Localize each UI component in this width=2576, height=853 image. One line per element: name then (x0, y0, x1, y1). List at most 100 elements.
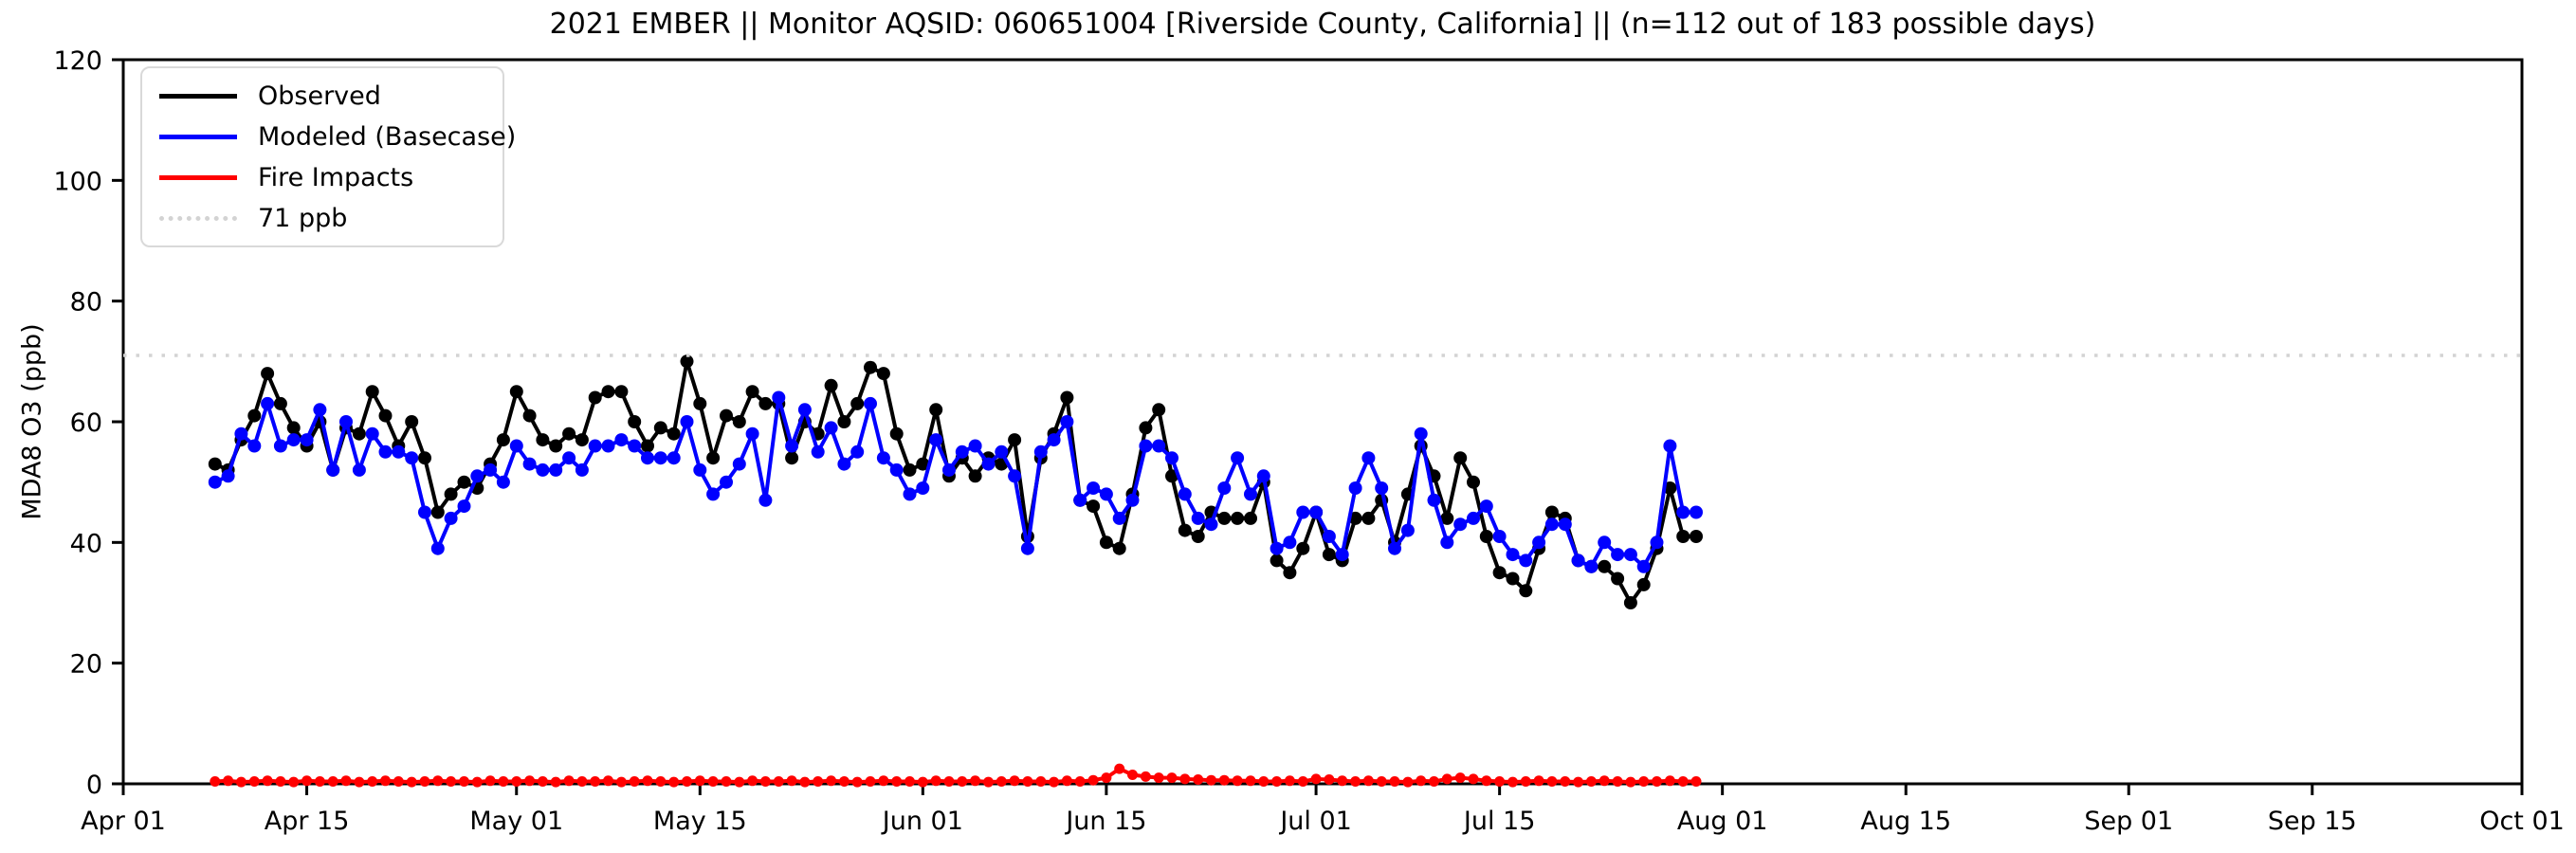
series-modeled-basecase (208, 390, 1703, 573)
data-point-fire-impacts (1546, 776, 1558, 787)
x-tick-label: Jun 01 (881, 807, 963, 836)
data-point-observed (418, 451, 431, 465)
data-point-modeled-basecase (1283, 535, 1297, 550)
data-point-fire-impacts (1271, 776, 1283, 787)
data-point-fire-impacts (668, 776, 680, 788)
legend-swatch-fire-impacts (159, 174, 237, 180)
data-point-fire-impacts (1585, 776, 1597, 787)
data-point-modeled-basecase (1020, 541, 1034, 555)
data-point-fire-impacts (1022, 776, 1033, 787)
data-point-modeled-basecase (745, 426, 759, 441)
data-point-fire-impacts (799, 776, 811, 788)
data-point-modeled-basecase (1047, 433, 1061, 447)
data-point-modeled-basecase (706, 487, 721, 501)
data-point-modeled-basecase (339, 415, 353, 428)
data-point-observed (1060, 390, 1074, 405)
data-point-modeled-basecase (903, 487, 917, 501)
data-point-observed (1139, 421, 1153, 435)
data-point-fire-impacts (314, 776, 325, 787)
data-point-modeled-basecase (772, 390, 786, 405)
data-point-modeled-basecase (1623, 548, 1637, 562)
data-point-fire-impacts (1061, 775, 1072, 787)
data-point-fire-impacts (1324, 774, 1335, 785)
data-point-fire-impacts (248, 776, 260, 787)
y-tick-label: 20 (70, 650, 102, 680)
data-point-modeled-basecase (221, 469, 235, 483)
data-point-modeled-basecase (1453, 517, 1468, 532)
data-point-modeled-basecase (1598, 535, 1612, 550)
data-point-fire-impacts (930, 775, 941, 787)
data-point-modeled-basecase (785, 439, 799, 453)
data-point-modeled-basecase (273, 439, 287, 453)
legend-item-observed: Observed (159, 80, 485, 112)
data-point-observed (1611, 572, 1625, 586)
data-point-modeled-basecase (889, 463, 904, 477)
data-point-modeled-basecase (1244, 487, 1257, 501)
legend-label-observed: Observed (258, 81, 381, 111)
data-point-fire-impacts (1599, 775, 1610, 787)
data-point-fire-impacts (826, 775, 837, 787)
data-point-fire-impacts (1652, 776, 1662, 787)
data-point-modeled-basecase (1008, 469, 1022, 483)
legend-item-modeled-basecase: Modeled (Basecase) (159, 120, 516, 153)
data-point-modeled-basecase (916, 481, 930, 495)
data-point-observed (1165, 469, 1178, 483)
data-point-fire-impacts (419, 776, 430, 787)
data-point-observed (824, 378, 838, 392)
data-point-fire-impacts (1468, 773, 1479, 785)
data-point-fire-impacts (1074, 776, 1086, 787)
data-point-fire-impacts (1350, 776, 1361, 787)
data-point-observed (1623, 596, 1637, 609)
data-point-observed (1283, 566, 1297, 580)
data-point-fire-impacts (210, 776, 221, 787)
data-point-fire-impacts (511, 776, 522, 787)
legend-label-71-ppb: 71 ppb (258, 203, 348, 233)
x-tick-label: Jul 01 (1278, 807, 1352, 836)
data-point-modeled-basecase (484, 463, 498, 477)
data-point-modeled-basecase (1125, 493, 1140, 507)
data-point-observed (378, 408, 393, 423)
data-point-modeled-basecase (1087, 481, 1101, 495)
data-point-observed (1453, 451, 1468, 465)
x-tick-label: May 15 (653, 807, 747, 836)
data-point-modeled-basecase (1414, 426, 1428, 441)
data-point-fire-impacts (838, 776, 850, 787)
data-point-fire-impacts (1664, 775, 1675, 787)
data-point-fire-impacts (432, 775, 444, 787)
data-point-modeled-basecase (1532, 535, 1546, 550)
data-point-observed (430, 505, 445, 519)
data-point-modeled-basecase (811, 445, 825, 459)
data-point-modeled-basecase (1139, 439, 1153, 453)
data-point-modeled-basecase (1492, 530, 1507, 543)
data-point-fire-impacts (1494, 776, 1506, 787)
y-tick-label: 0 (86, 771, 102, 800)
data-point-modeled-basecase (1165, 451, 1178, 465)
series-observed (208, 354, 1703, 609)
data-point-modeled-basecase (1676, 505, 1690, 519)
data-point-modeled-basecase (1060, 415, 1074, 428)
y-tick-label: 120 (53, 46, 102, 76)
data-point-observed (1663, 481, 1677, 495)
data-point-modeled-basecase (1375, 481, 1389, 495)
x-tick-label: Jun 15 (1064, 807, 1146, 836)
data-point-fire-impacts (1573, 776, 1584, 788)
data-point-observed (732, 415, 746, 428)
data-point-modeled-basecase (1427, 493, 1441, 507)
data-point-fire-impacts (1560, 776, 1571, 787)
data-point-modeled-basecase (1099, 487, 1113, 501)
data-point-observed (785, 451, 799, 465)
x-tick-label: Sep 15 (2268, 807, 2357, 836)
data-point-observed (864, 360, 877, 374)
data-point-modeled-basecase (955, 445, 969, 459)
data-point-fire-impacts (327, 776, 338, 787)
data-point-observed (562, 426, 576, 441)
data-point-observed (1492, 566, 1507, 580)
data-point-observed (1296, 541, 1310, 555)
data-point-fire-impacts (1625, 776, 1636, 788)
data-point-fire-impacts (1179, 773, 1191, 785)
data-point-modeled-basecase (1191, 511, 1205, 525)
legend-label-modeled-basecase: Modeled (Basecase) (258, 121, 517, 152)
data-point-observed (536, 433, 550, 447)
